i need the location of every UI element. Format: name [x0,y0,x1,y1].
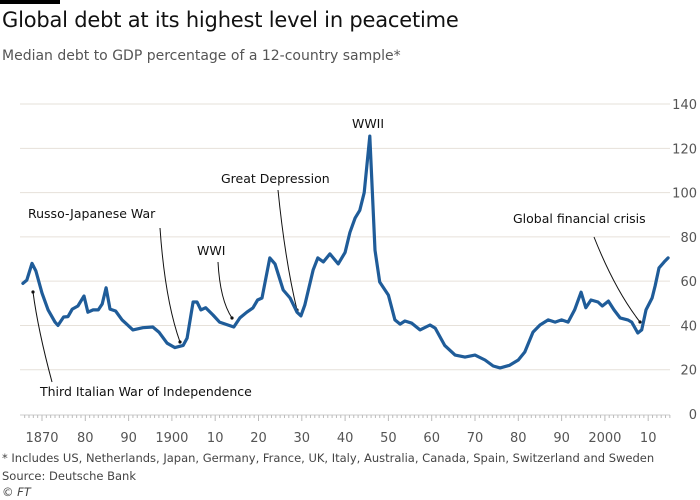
x-tick-label: 80 [510,431,527,446]
annotation-arrow [32,291,53,383]
x-tick-label: 2000 [588,431,621,446]
x-tick-label: 1900 [155,431,188,446]
chart-subtitle: Median debt to GDP percentage of a 12-co… [2,48,401,64]
annotation-arrow [277,189,298,311]
x-tick-label: 80 [77,431,94,446]
annotation-arrows [31,189,642,383]
y-tick-label: 140 [672,98,697,113]
arrowhead [230,316,234,320]
x-tick-label: 10 [207,431,224,446]
y-tick-label: 20 [680,364,697,379]
annotation-label: WWI [197,243,225,258]
y-axis-ticks: 0 20 40 60 80 100 120 140 [672,98,697,423]
x-tick-label: 20 [250,431,267,446]
credit-text: © FT [2,485,31,499]
x-tick-label: 90 [120,431,137,446]
arrowhead [638,320,642,324]
annotation-label: WWII [352,116,384,131]
annotation-label: Global financial crisis [513,211,646,226]
y-tick-label: 80 [680,231,697,246]
annotation-arrow [159,227,181,343]
annotation-label: Third Italian War of Independence [39,384,252,399]
x-tick-label: 50 [380,431,397,446]
footnote: * Includes US, Netherlands, Japan, Germa… [2,451,655,465]
gridlines [20,103,670,371]
x-tick-label: 70 [467,431,484,446]
x-tick-label: 1870 [25,431,58,446]
annotation-arrow [593,236,641,323]
annotation-label: Great Depression [221,171,330,186]
x-axis: 1870 80 90 1900 10 20 30 40 50 60 70 80 90 2000 10 [20,414,671,446]
y-tick-label: 100 [672,187,697,202]
chart-title: Global debt at its highest level in peac… [2,8,459,32]
x-tick-label: 30 [294,431,311,446]
source-text: Source: Deutsche Bank [2,469,136,483]
series-line-median-debt [21,134,670,370]
annotation-arrow [217,261,233,319]
y-tick-label: 60 [680,275,697,290]
brand-bar [0,0,60,4]
x-tick-label: 90 [553,431,570,446]
arrowhead [178,340,182,344]
y-tick-label: 120 [672,142,697,157]
annotation-label: Russo-Japanese War [28,206,156,221]
x-tick-label: 60 [423,431,440,446]
arrowhead [31,290,35,294]
annotations: Third Italian War of Independence Russo-J… [28,116,646,399]
y-tick-label: 0 [689,408,697,423]
x-tick-label: 40 [337,431,354,446]
x-tick-label: 10 [640,431,657,446]
y-tick-label: 40 [680,319,697,334]
